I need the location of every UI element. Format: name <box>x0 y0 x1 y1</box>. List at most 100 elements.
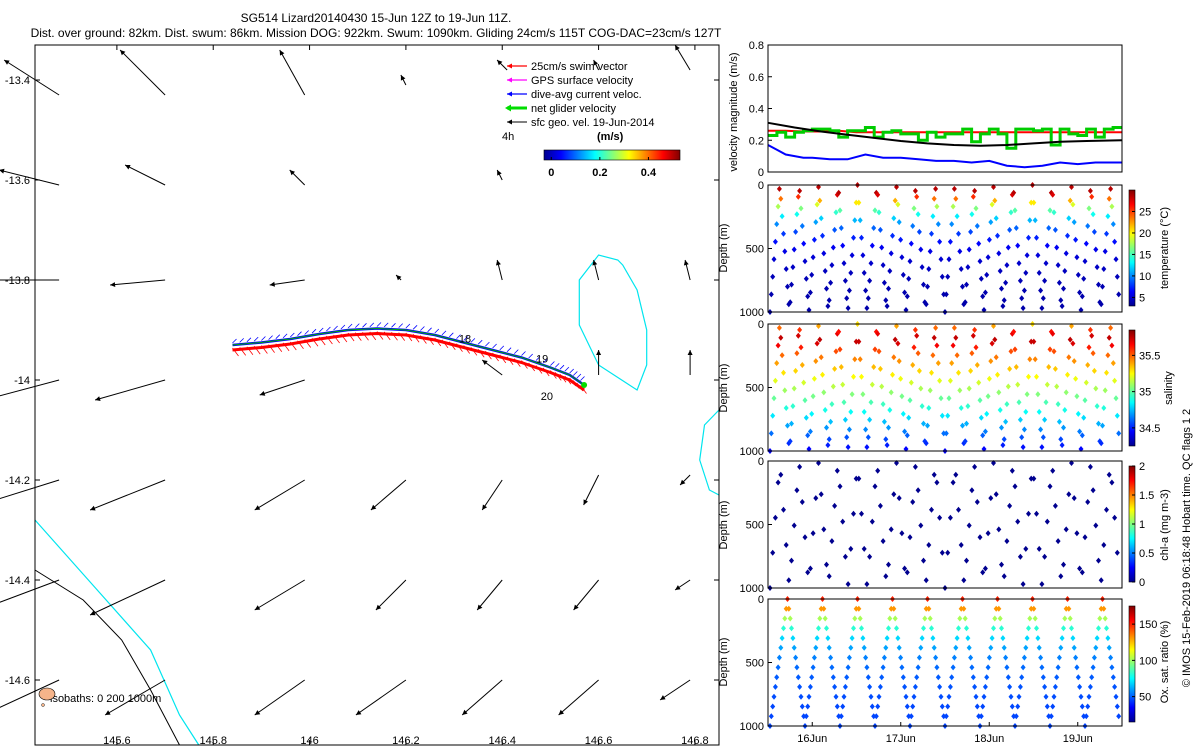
section-marker <box>941 713 947 720</box>
current-vector <box>375 579 407 611</box>
section-marker <box>805 432 811 439</box>
section-marker <box>877 683 883 690</box>
section-marker <box>802 534 808 541</box>
section-marker <box>846 287 852 294</box>
section-marker <box>1081 275 1087 282</box>
swim-vector <box>326 335 333 345</box>
section-marker <box>795 674 801 681</box>
section-marker <box>805 703 811 710</box>
current-vector-arrowhead <box>573 604 579 610</box>
section-marker <box>1015 703 1021 710</box>
section-marker <box>790 635 796 642</box>
section-marker <box>805 293 811 300</box>
section-marker <box>1036 644 1042 651</box>
section-marker <box>1105 213 1111 220</box>
section-marker <box>768 291 774 298</box>
section-marker <box>795 193 801 200</box>
current-vector <box>583 474 600 506</box>
section-marker <box>902 683 908 690</box>
depth-tick-label: 0 <box>758 319 764 331</box>
section-marker <box>1038 287 1044 294</box>
section-marker <box>906 275 912 282</box>
section-marker <box>1027 217 1033 224</box>
section-marker <box>1065 371 1070 378</box>
section-marker <box>1073 654 1079 661</box>
section-marker <box>985 254 991 261</box>
section-marker <box>1061 285 1066 292</box>
section-marker <box>797 463 803 470</box>
track-day-label: 20 <box>541 391 553 403</box>
section-marker <box>996 389 1002 396</box>
section-marker <box>848 644 854 651</box>
section-marker <box>1026 510 1031 517</box>
velocity-ytick-label: 0.6 <box>749 72 764 84</box>
section-marker <box>957 387 963 394</box>
current-vector-arrowhead <box>355 710 362 715</box>
section-marker <box>1036 269 1042 276</box>
swim-vector <box>405 332 413 342</box>
section-marker <box>925 283 930 290</box>
depth-tick-label: 1000 <box>740 446 764 458</box>
current-vector-arrowhead <box>279 50 285 56</box>
colorbar-tick-label: 0.4 <box>641 167 657 179</box>
section-marker <box>1055 401 1061 408</box>
dive-avg-current-vector <box>463 336 468 341</box>
section-marker <box>1035 391 1041 398</box>
section-marker <box>1100 283 1105 290</box>
swim-vector <box>420 335 427 344</box>
dive-avg-current-vector <box>456 334 461 339</box>
time-tick-label: 18Jun <box>974 733 1004 745</box>
section-marker <box>962 438 968 445</box>
section-marker <box>778 471 784 478</box>
section-marker <box>906 713 912 720</box>
section-marker <box>829 664 835 671</box>
section-marker <box>1034 510 1039 517</box>
section-marker <box>970 332 976 339</box>
section-marker <box>887 268 893 274</box>
section-marker <box>999 285 1004 292</box>
dive-avg-current-vector <box>477 339 483 345</box>
section-marker <box>814 340 820 347</box>
section-marker <box>851 510 856 517</box>
current-vector <box>558 679 599 716</box>
swim-vector <box>297 340 304 349</box>
section-marker <box>1023 269 1029 276</box>
section-marker <box>890 232 895 239</box>
section-marker <box>1026 625 1031 632</box>
section-marker <box>825 635 831 642</box>
current-vector-arrowhead <box>592 260 598 266</box>
section-marker <box>950 342 956 349</box>
map-content: 18 19 20 <box>0 44 720 746</box>
section-marker <box>841 693 847 700</box>
section-marker <box>931 334 937 341</box>
section-marker <box>833 693 839 700</box>
island-shape <box>38 687 56 701</box>
section-marker <box>954 213 960 220</box>
colorbar-tick-label: 0.2 <box>592 167 607 179</box>
section-marker <box>968 228 974 235</box>
section-marker <box>992 336 998 343</box>
section-marker <box>886 625 891 632</box>
section-marker <box>1007 502 1013 509</box>
swim-vector <box>362 332 369 341</box>
map-xtick-label: 145.8 <box>199 735 227 747</box>
section-marker <box>1062 615 1068 622</box>
section-marker <box>802 258 808 265</box>
dive-avg-current-vector <box>362 323 367 328</box>
section-marker <box>1112 238 1118 245</box>
current-vector-arrowhead <box>675 585 681 590</box>
current-vector-arrowhead <box>110 282 116 287</box>
section-marker <box>798 205 804 212</box>
section-marker <box>900 674 906 681</box>
section-marker <box>774 360 780 367</box>
section-marker <box>1079 432 1085 439</box>
section-marker <box>956 506 961 513</box>
section-marker <box>950 664 956 671</box>
section-marker <box>964 420 969 427</box>
section-marker <box>1011 328 1017 335</box>
section-marker <box>824 561 829 568</box>
section-marker <box>1104 625 1109 632</box>
section-marker <box>1071 219 1077 226</box>
section-marker <box>929 625 934 632</box>
